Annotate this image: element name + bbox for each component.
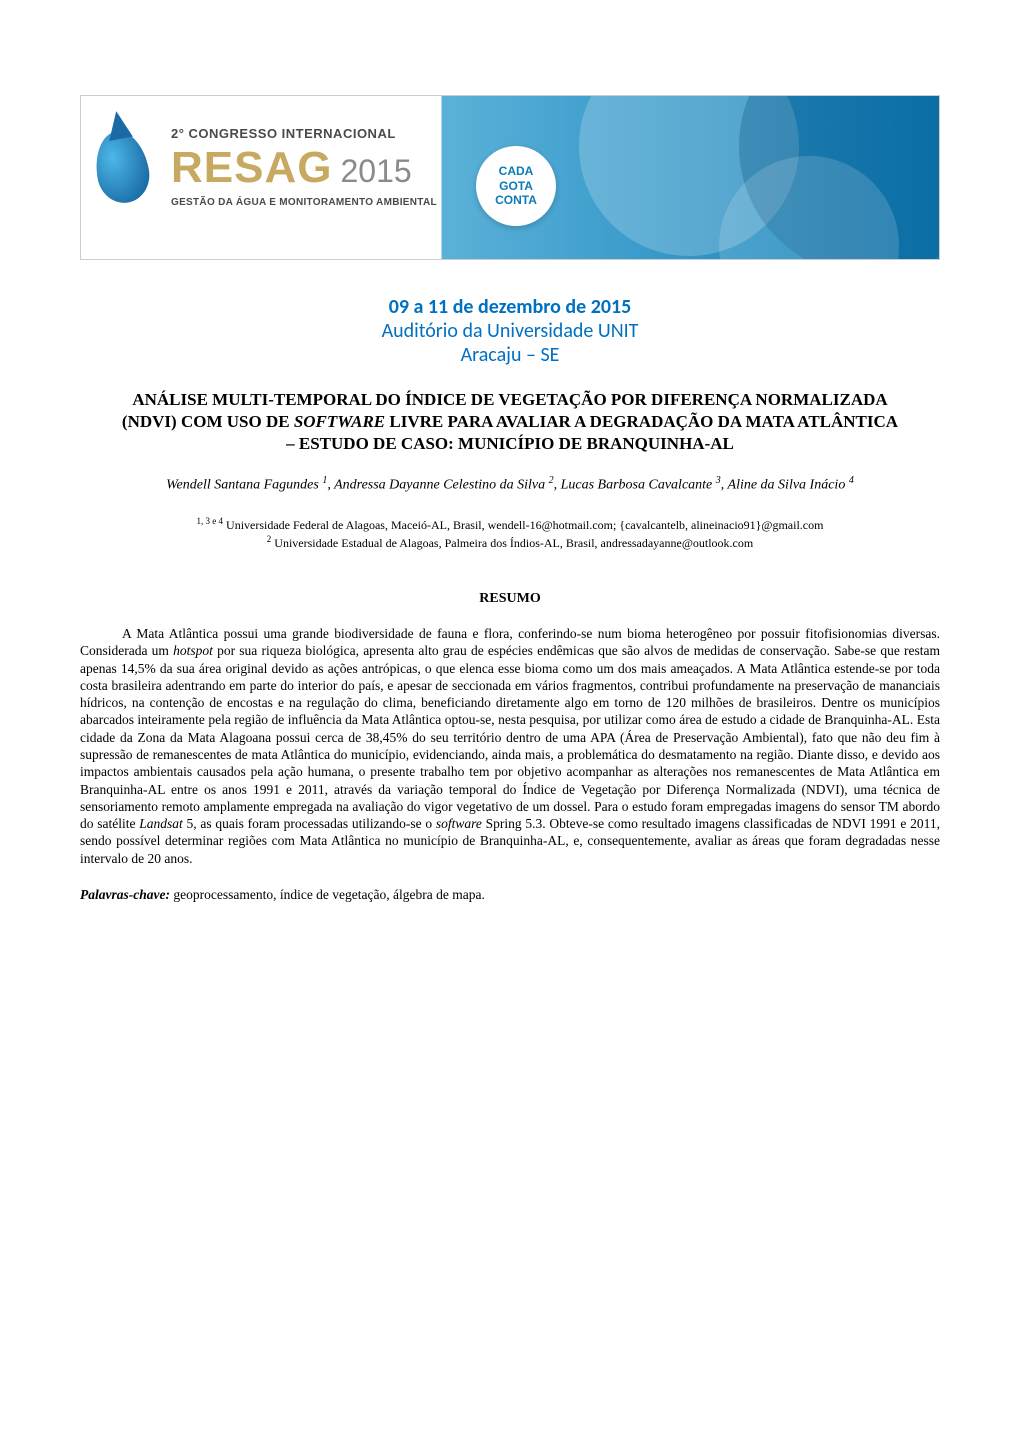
- event-city: Aracaju – SE: [80, 343, 940, 367]
- banner-text-block: 2° CONGRESSO INTERNACIONAL RESAG 2015 GE…: [171, 126, 437, 208]
- affiliation-2-sup: 2: [267, 534, 272, 544]
- badge-line-2: GOTA: [499, 179, 533, 193]
- water-drop-icon: [96, 131, 156, 216]
- affiliations: 1, 3 e 4 Universidade Federal de Alagoas…: [80, 516, 940, 551]
- affiliation-1-sup: 1, 3 e 4: [197, 516, 224, 526]
- resag-word: RESAG: [171, 143, 332, 193]
- event-date: 09 a 11 de dezembro de 2015: [80, 295, 940, 319]
- keywords-line: Palavras-chave: geoprocessamento, índice…: [80, 887, 940, 903]
- congress-line: 2° CONGRESSO INTERNACIONAL: [171, 126, 437, 141]
- paper-title: ANÁLISE MULTI-TEMPORAL DO ÍNDICE DE VEGE…: [120, 389, 900, 455]
- banner-badge: CADA GOTA CONTA: [476, 146, 556, 226]
- resag-year: 2015: [340, 153, 411, 190]
- affiliation-1-text: Universidade Federal de Alagoas, Maceió-…: [226, 518, 823, 532]
- conference-banner: 2° CONGRESSO INTERNACIONAL RESAG 2015 GE…: [80, 95, 940, 260]
- abstract-paragraph: A Mata Atlântica possui uma grande biodi…: [80, 625, 940, 867]
- resag-title-line: RESAG 2015: [171, 143, 437, 193]
- event-info: 09 a 11 de dezembro de 2015 Auditório da…: [80, 295, 940, 367]
- section-heading-resumo: RESUMO: [80, 591, 940, 607]
- banner-left-block: 2° CONGRESSO INTERNACIONAL RESAG 2015 GE…: [96, 126, 437, 216]
- banner-subtitle: GESTÃO DA ÁGUA E MONITORAMENTO AMBIENTAL: [171, 197, 437, 208]
- affiliation-1: 1, 3 e 4 Universidade Federal de Alagoas…: [80, 516, 940, 534]
- badge-line-1: CADA: [499, 164, 534, 178]
- affiliation-2: 2 Universidade Estadual de Alagoas, Palm…: [80, 534, 940, 552]
- keywords-label: Palavras-chave:: [80, 887, 170, 902]
- event-venue: Auditório da Universidade UNIT: [80, 319, 940, 343]
- keywords-text: geoprocessamento, índice de vegetação, á…: [170, 887, 485, 902]
- affiliation-2-text: Universidade Estadual de Alagoas, Palmei…: [274, 536, 753, 550]
- authors-line: Wendell Santana Fagundes 1, Andressa Day…: [80, 475, 940, 494]
- badge-line-3: CONTA: [495, 193, 537, 207]
